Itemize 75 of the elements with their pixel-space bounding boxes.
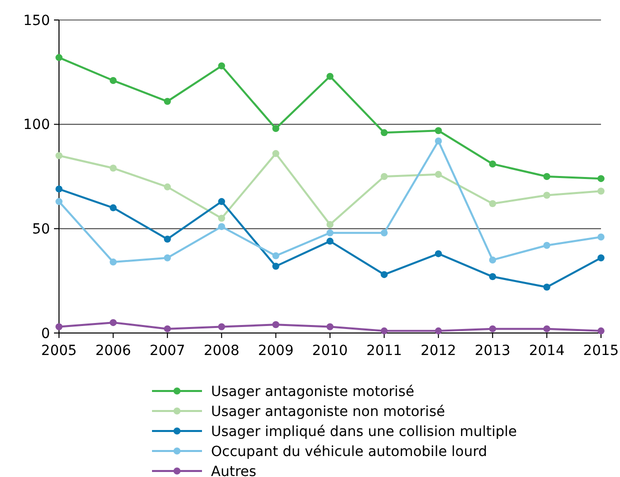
point [218, 62, 226, 70]
legend-label: Usager antagoniste motorisé [211, 384, 414, 400]
point [326, 238, 334, 245]
point [110, 319, 117, 326]
x-tick-label: 2005 [41, 343, 77, 359]
point [110, 164, 117, 172]
x-tick-label: 2006 [95, 343, 132, 359]
point [434, 327, 442, 334]
point [326, 220, 334, 228]
point [543, 192, 550, 199]
point [164, 236, 171, 243]
point [218, 214, 226, 222]
point [598, 234, 604, 241]
point [56, 152, 62, 160]
point [598, 188, 604, 195]
point [489, 160, 496, 168]
point [598, 327, 604, 334]
point [56, 323, 62, 330]
point [110, 204, 117, 212]
y-tick-label: 100 [23, 117, 50, 134]
point [272, 321, 280, 328]
point [218, 198, 226, 206]
x-tick-label: 2010 [312, 343, 348, 359]
point [326, 229, 334, 236]
x-tick-label: 2009 [258, 343, 294, 359]
point [56, 198, 62, 206]
point [380, 173, 388, 180]
legend-label: Usager impliqué dans une collision multiple [211, 424, 517, 440]
point [164, 183, 171, 190]
point [489, 325, 496, 332]
point [272, 262, 280, 270]
point [543, 325, 550, 332]
point [598, 254, 604, 262]
point [543, 173, 550, 180]
y-tick-label: 150 [23, 12, 50, 29]
point [543, 284, 550, 291]
x-tick-label: 2012 [420, 343, 456, 359]
legend-label: Occupant du véhicule automobile lourd [211, 444, 488, 460]
legend-label: Autres [211, 464, 256, 477]
point [434, 250, 442, 258]
x-tick-label: 2007 [150, 343, 186, 359]
x-tick-label: 2008 [204, 343, 240, 359]
point [380, 229, 388, 236]
point [489, 200, 496, 208]
point [56, 54, 62, 62]
point [218, 223, 226, 230]
y-tick-label: 0 [41, 326, 50, 342]
point [272, 125, 280, 132]
x-tick-label: 2015 [583, 343, 619, 359]
x-tick-label: 2014 [528, 343, 565, 359]
point [380, 129, 388, 136]
point [380, 327, 388, 334]
y-tick-label: 50 [32, 222, 50, 238]
point [543, 242, 550, 249]
point [272, 150, 280, 158]
point [164, 254, 171, 262]
point [218, 323, 226, 330]
point [110, 258, 117, 266]
x-tick-label: 2013 [474, 343, 510, 359]
legend-label: Usager antagoniste non motorisé [211, 404, 445, 420]
point [326, 72, 334, 80]
point [164, 98, 171, 105]
point [434, 170, 442, 178]
point [489, 273, 496, 280]
point [434, 127, 442, 134]
x-tick-label: 2011 [366, 343, 402, 359]
point [326, 323, 334, 330]
point [110, 77, 117, 84]
point [598, 175, 604, 182]
point [489, 256, 496, 264]
point [272, 252, 280, 260]
point [434, 138, 442, 145]
point [380, 271, 388, 278]
point [56, 186, 62, 193]
point [164, 325, 171, 332]
